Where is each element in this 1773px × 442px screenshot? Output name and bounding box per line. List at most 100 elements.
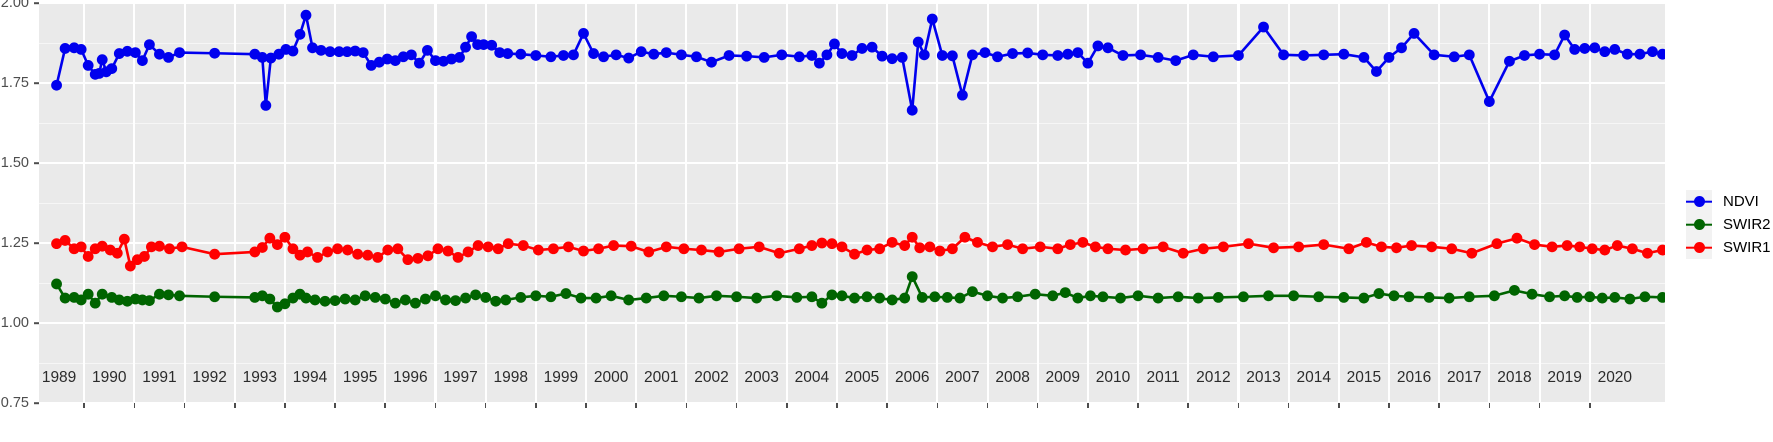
- data-point: [349, 45, 361, 57]
- legend-item-swir2[interactable]: SWIR2: [1686, 213, 1771, 236]
- x-axis-tick-mark: [1137, 403, 1139, 408]
- data-point: [1132, 290, 1144, 302]
- data-point: [362, 249, 374, 261]
- gridline-horizontal-minor: [39, 362, 1665, 364]
- data-point: [1268, 242, 1279, 254]
- data-point: [1052, 50, 1064, 61]
- gridline-vertical-major: [183, 3, 186, 403]
- data-point: [899, 240, 911, 251]
- data-point: [972, 236, 983, 248]
- data-point: [492, 243, 504, 255]
- data-point: [1373, 288, 1385, 299]
- data-point: [849, 292, 860, 304]
- x-axis-tick-label: 1994: [292, 369, 328, 386]
- data-point: [906, 104, 918, 116]
- data-point: [588, 48, 599, 59]
- data-point: [1561, 240, 1573, 251]
- data-point: [1064, 239, 1076, 251]
- data-point: [342, 244, 354, 256]
- data-point: [209, 291, 221, 303]
- x-axis-tick-label: 2020: [1597, 369, 1633, 386]
- x-axis-tick-mark: [685, 403, 688, 408]
- x-axis-tick-label: 1991: [142, 369, 177, 386]
- data-point: [861, 244, 873, 256]
- gridline-vertical-major: [835, 3, 839, 403]
- data-point: [1639, 291, 1651, 303]
- data-point: [1313, 291, 1325, 303]
- data-point: [96, 54, 108, 66]
- data-point: [118, 233, 130, 245]
- data-point: [409, 297, 421, 309]
- data-point: [422, 250, 434, 262]
- series-swir1: [51, 231, 1665, 272]
- data-point: [357, 47, 369, 58]
- data-point: [1609, 292, 1621, 303]
- legend-item-label: SWIR1: [1723, 239, 1771, 256]
- x-axis-tick-label: 2017: [1447, 369, 1482, 386]
- gridline-vertical-major: [1287, 3, 1290, 403]
- data-point: [545, 291, 557, 303]
- x-axis-tick-label: 2008: [995, 369, 1030, 386]
- data-point: [82, 251, 94, 262]
- data-point: [1504, 55, 1515, 67]
- data-point: [264, 232, 276, 244]
- gridline-vertical-major: [936, 3, 939, 403]
- data-point: [1634, 48, 1646, 60]
- data-point: [381, 53, 393, 65]
- data-point: [136, 55, 148, 66]
- data-point: [957, 89, 968, 101]
- x-axis-tick-label: 2009: [1045, 369, 1081, 386]
- data-point: [1072, 292, 1084, 304]
- data-point: [372, 252, 384, 263]
- data-point: [1170, 55, 1182, 66]
- x-axis-tick-mark: [1388, 403, 1390, 408]
- data-point: [307, 42, 318, 54]
- x-axis-tick-mark: [83, 403, 85, 408]
- data-point: [906, 271, 918, 282]
- legend-item-ndvi[interactable]: NDVI: [1686, 190, 1771, 213]
- legend-item-swir1[interactable]: SWIR1: [1686, 236, 1771, 259]
- data-point: [324, 46, 336, 58]
- data-point: [924, 241, 936, 253]
- data-point: [791, 292, 803, 303]
- y-axis-tick-label: 1.75: [0, 75, 29, 91]
- data-point: [773, 247, 785, 259]
- data-point: [1278, 49, 1289, 61]
- x-axis-tick-label: 1997: [443, 369, 478, 386]
- x-axis-tick-mark: [1538, 403, 1541, 408]
- data-point: [1596, 292, 1608, 304]
- data-point: [992, 51, 1003, 63]
- data-point: [1102, 42, 1114, 54]
- data-point: [916, 292, 928, 303]
- data-point: [936, 50, 948, 61]
- data-point: [926, 13, 938, 25]
- gridline-horizontal-minor: [39, 122, 1665, 124]
- x-axis-tick-mark: [535, 403, 537, 408]
- x-axis-tick-mark: [384, 403, 387, 408]
- data-point: [1002, 239, 1013, 251]
- data-point: [319, 295, 331, 307]
- data-point: [816, 297, 828, 309]
- data-point: [1217, 241, 1229, 253]
- data-point: [568, 49, 579, 61]
- data-point: [312, 252, 323, 263]
- gridline-vertical-major: [233, 3, 236, 403]
- data-point: [545, 51, 557, 63]
- data-point: [164, 243, 175, 255]
- data-point: [758, 52, 770, 63]
- x-axis-tick-mark: [133, 403, 136, 408]
- data-point: [1423, 292, 1435, 303]
- data-point: [929, 291, 941, 303]
- legend-key-dot-icon: [1693, 242, 1705, 253]
- x-axis-tick-label: 2002: [694, 369, 729, 386]
- y-axis-tick-mark: [34, 82, 39, 84]
- x-axis-tick-mark: [886, 403, 888, 408]
- data-point: [1579, 43, 1591, 54]
- data-point: [1152, 292, 1164, 304]
- data-point: [1657, 244, 1665, 256]
- data-point: [302, 246, 313, 258]
- data-point: [1408, 28, 1420, 39]
- data-point: [420, 293, 431, 305]
- data-point: [392, 243, 404, 255]
- data-point: [593, 243, 604, 255]
